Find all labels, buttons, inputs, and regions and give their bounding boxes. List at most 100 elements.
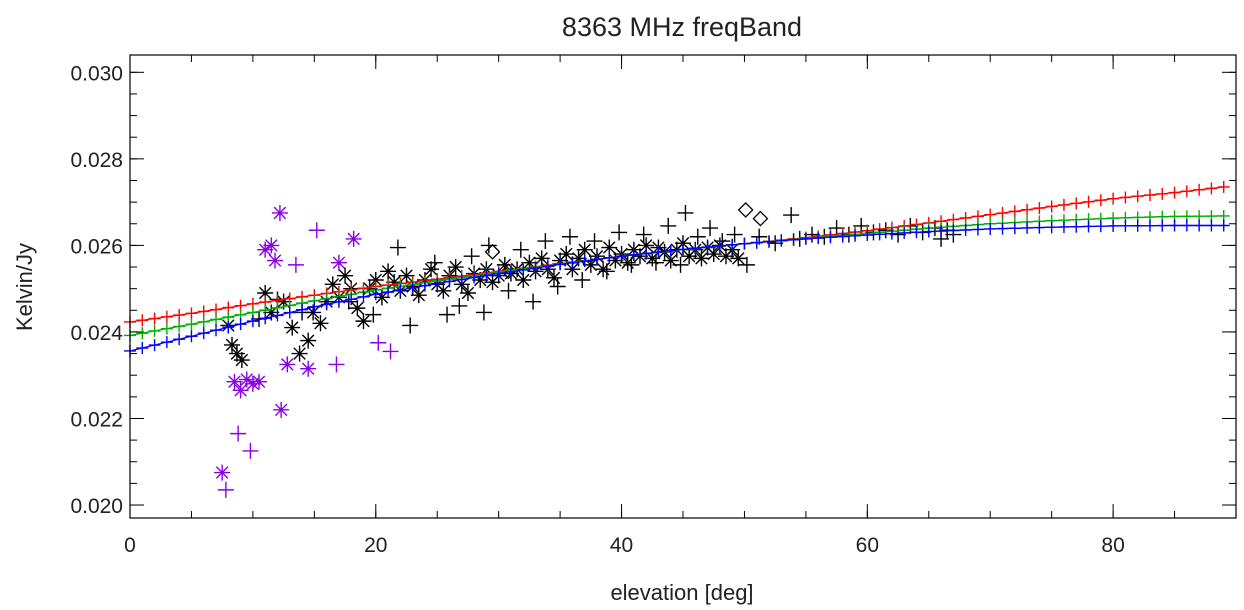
model-point xyxy=(787,233,800,246)
model-point xyxy=(935,225,948,238)
model-point xyxy=(726,238,739,251)
model-point xyxy=(873,228,886,241)
model-point xyxy=(1107,192,1120,205)
model-point xyxy=(1094,220,1107,233)
data-point xyxy=(635,226,652,243)
model-point xyxy=(677,243,689,256)
data-point xyxy=(705,246,722,263)
y-tick-label: 0.020 xyxy=(70,495,123,518)
data-point xyxy=(631,248,648,265)
plot-frame xyxy=(129,54,1237,519)
model-point xyxy=(148,324,161,337)
model-point xyxy=(492,267,505,280)
data-point xyxy=(244,375,261,392)
model-point xyxy=(210,324,223,337)
data-point xyxy=(480,237,497,254)
x-tick-label: 20 xyxy=(364,534,387,557)
data-point xyxy=(447,259,464,276)
data-point xyxy=(435,282,452,299)
data-point xyxy=(877,222,894,239)
model-point xyxy=(173,320,186,333)
model-point xyxy=(160,310,173,323)
model-point xyxy=(664,244,677,257)
model-point xyxy=(173,309,186,322)
data-point xyxy=(738,256,755,273)
data-point xyxy=(525,293,542,310)
data-point xyxy=(355,313,372,330)
model-point xyxy=(197,305,210,318)
model-point xyxy=(615,250,628,263)
x-tick-label: 0 xyxy=(124,534,136,557)
series-group xyxy=(220,235,747,369)
model-point xyxy=(812,232,825,245)
model-point xyxy=(259,312,272,325)
model-point xyxy=(836,230,849,243)
model-point xyxy=(197,315,210,328)
model-point xyxy=(996,207,1009,220)
model-point xyxy=(1205,219,1218,232)
data-point xyxy=(730,250,747,267)
data-point xyxy=(228,345,245,362)
series-group xyxy=(251,204,962,334)
model-point xyxy=(898,226,911,239)
data-point xyxy=(681,248,698,265)
model-point xyxy=(529,262,542,275)
data-point xyxy=(484,243,501,260)
data-point xyxy=(647,254,664,271)
model-point xyxy=(1119,219,1132,232)
data-point xyxy=(312,315,329,332)
series-group xyxy=(214,204,362,481)
model-point xyxy=(246,315,259,328)
model-point xyxy=(234,318,247,331)
model-point xyxy=(1033,202,1046,215)
x-tick-label: 80 xyxy=(1101,534,1124,557)
data-point xyxy=(537,233,554,250)
model-point xyxy=(271,309,284,322)
data-point xyxy=(361,280,378,297)
data-point xyxy=(570,250,587,267)
model-point xyxy=(480,269,493,282)
model-point xyxy=(1193,219,1206,232)
model-point xyxy=(959,223,972,236)
model-point xyxy=(1217,180,1230,193)
data-point xyxy=(804,226,821,243)
model-point xyxy=(148,312,161,325)
model-point xyxy=(590,253,603,266)
data-point xyxy=(515,272,532,289)
x-axis-title: elevation [deg] xyxy=(610,580,753,605)
data-point xyxy=(496,256,513,273)
series-group xyxy=(217,222,399,498)
data-point xyxy=(233,352,250,369)
data-point xyxy=(783,207,800,224)
model-point xyxy=(1143,219,1156,232)
model-point xyxy=(1180,219,1193,232)
data-point xyxy=(586,233,603,250)
data-point xyxy=(300,360,317,377)
model-point xyxy=(1180,185,1193,198)
model-point xyxy=(1070,220,1083,233)
model-point xyxy=(283,306,296,319)
data-point xyxy=(373,289,390,306)
model-point xyxy=(443,275,456,288)
data-point xyxy=(644,250,661,267)
model-point xyxy=(1217,219,1230,232)
model-point xyxy=(984,222,997,235)
model-point xyxy=(1143,189,1156,202)
data-point xyxy=(426,254,443,271)
data-point xyxy=(214,464,231,481)
data-point xyxy=(273,401,290,418)
model-point xyxy=(885,227,898,240)
model-point xyxy=(578,255,591,268)
model-point xyxy=(308,300,321,313)
data-point xyxy=(370,334,387,351)
model-point xyxy=(210,313,223,326)
model-point xyxy=(824,231,837,244)
data-point xyxy=(521,254,538,271)
model-point xyxy=(382,286,395,299)
model-point xyxy=(394,283,407,296)
data-point xyxy=(828,220,845,237)
data-point xyxy=(324,276,341,293)
data-point xyxy=(439,306,456,323)
data-point xyxy=(675,235,691,252)
chart-title: 8363 MHz freqBand xyxy=(562,12,802,42)
